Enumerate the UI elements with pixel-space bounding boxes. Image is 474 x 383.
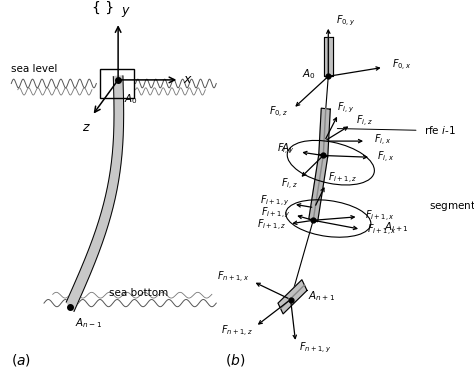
Text: z: z bbox=[82, 121, 89, 134]
Text: sea bottom: sea bottom bbox=[109, 288, 169, 298]
Polygon shape bbox=[278, 280, 307, 314]
Text: $F_{0,y}$: $F_{0,y}$ bbox=[336, 13, 356, 28]
Text: segment $i$: segment $i$ bbox=[429, 199, 474, 213]
Text: sea level: sea level bbox=[11, 64, 58, 74]
Text: $A_{n+1}$: $A_{n+1}$ bbox=[308, 289, 335, 303]
Text: $F_{0,z}$: $F_{0,z}$ bbox=[269, 105, 288, 120]
Text: x: x bbox=[183, 74, 191, 87]
Text: $F_{n+1,y}$: $F_{n+1,y}$ bbox=[300, 341, 332, 355]
Text: $F_{n+1,z}$: $F_{n+1,z}$ bbox=[221, 324, 253, 339]
Text: $A_0$: $A_0$ bbox=[302, 67, 316, 82]
Polygon shape bbox=[309, 154, 328, 222]
Text: rfe $i$-$1$: rfe $i$-$1$ bbox=[424, 124, 456, 136]
Text: $F_{n+1,x}$: $F_{n+1,x}$ bbox=[217, 270, 249, 285]
Text: $A_i$: $A_i$ bbox=[282, 141, 293, 155]
Text: $F_{i,x}$: $F_{i,x}$ bbox=[374, 133, 391, 148]
Polygon shape bbox=[324, 37, 333, 76]
Text: $F_{i+1,x}$: $F_{i+1,x}$ bbox=[365, 209, 394, 224]
Polygon shape bbox=[66, 76, 124, 311]
Text: $F_{i+1,z}$: $F_{i+1,z}$ bbox=[328, 171, 358, 187]
Text: $F_{i,y}$: $F_{i,y}$ bbox=[337, 100, 354, 115]
Text: $F_{i+1,y}$: $F_{i+1,y}$ bbox=[261, 205, 291, 219]
Text: $F_{i+1,x}$: $F_{i+1,x}$ bbox=[367, 223, 397, 238]
Text: $F_{i,y}$: $F_{i,y}$ bbox=[277, 142, 294, 156]
Bar bbox=[100, 69, 135, 98]
Text: $F_{0,x}$: $F_{0,x}$ bbox=[392, 58, 412, 73]
Text: $F_{i,z}$: $F_{i,z}$ bbox=[356, 114, 373, 129]
Text: y: y bbox=[121, 4, 129, 17]
Text: { }: { } bbox=[92, 1, 114, 15]
Text: $F_{i,z}$: $F_{i,z}$ bbox=[282, 177, 298, 192]
Text: $(b)$: $(b)$ bbox=[225, 352, 246, 368]
Text: $A_{i+1}$: $A_{i+1}$ bbox=[383, 221, 408, 234]
Text: $A_{n-1}$: $A_{n-1}$ bbox=[74, 316, 101, 329]
Text: $F_{i+1,y}$: $F_{i+1,y}$ bbox=[260, 193, 289, 208]
Polygon shape bbox=[319, 108, 330, 156]
Text: $F_{i,x}$: $F_{i,x}$ bbox=[377, 150, 394, 165]
Text: $F_{i+1,z}$: $F_{i+1,z}$ bbox=[257, 218, 287, 233]
Text: $A_0$: $A_0$ bbox=[124, 93, 137, 106]
Text: $(a)$: $(a)$ bbox=[11, 352, 31, 368]
